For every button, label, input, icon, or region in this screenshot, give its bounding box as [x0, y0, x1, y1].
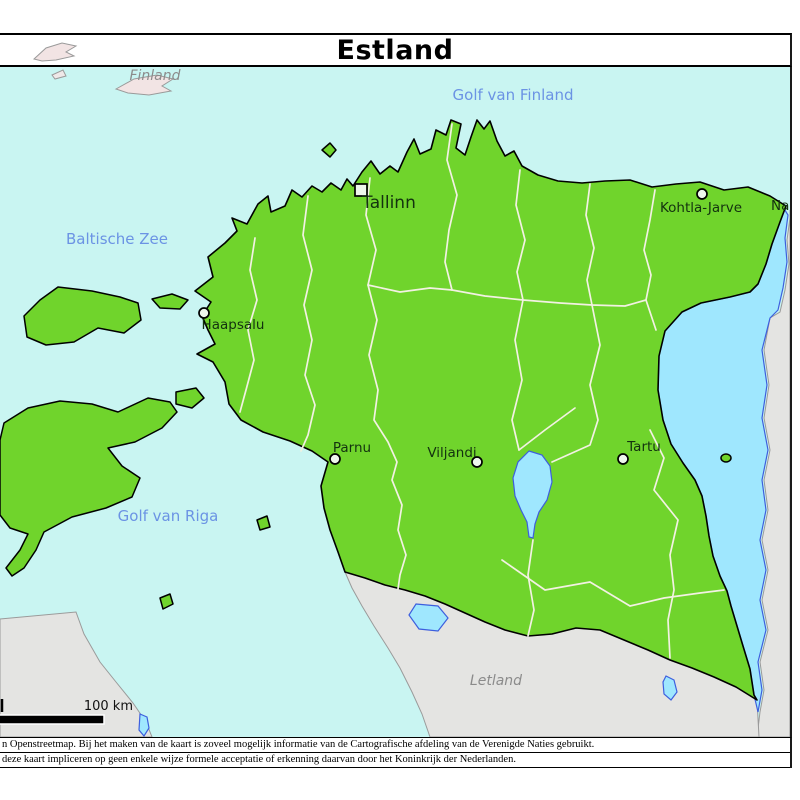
island-hiiumaa: [23, 286, 142, 346]
scale-bar-rect: [0, 714, 105, 725]
city-label-narva: Narva: [771, 198, 790, 214]
city-label-kohtla-jarve: Kohtla-Jarve: [660, 200, 742, 216]
island-muhu: [175, 387, 205, 409]
city-label-haapsalu: Haapsalu: [202, 317, 265, 333]
island-north-coast: [321, 142, 337, 158]
finland-islands: [51, 69, 175, 96]
attribution-line-2: deze kaart impliceren op geen enkele wij…: [0, 753, 790, 768]
island-finland-small: [51, 69, 67, 80]
latvia-west-land: [0, 611, 153, 737]
label-gulf-of-finland: Golf van Finland: [453, 86, 574, 104]
map-title: Estland: [336, 34, 454, 66]
island-shape: [32, 42, 78, 62]
lakes: [138, 450, 678, 737]
city-label-tallinn: Tallinn: [361, 193, 416, 213]
attribution-box: n Openstreetmap. Bij het maken van de ka…: [0, 737, 792, 768]
map-title-band: Estland: [0, 33, 792, 67]
county-borders: [239, 123, 725, 659]
island-ruhnu: [256, 515, 271, 531]
city-marker-parnu: [329, 453, 341, 465]
lake-small-coastal: [138, 713, 150, 737]
label-baltic-sea: Baltische Zee: [66, 230, 168, 248]
estonia-mainland: [194, 119, 787, 701]
city-marker-kohtla-jarve: [696, 188, 708, 200]
city-marker-tartu: [617, 453, 629, 465]
city-label-tartu: Tartu: [626, 439, 661, 455]
estonian-islands: [0, 142, 732, 610]
island-saaremaa: [0, 397, 178, 577]
russia-land: [756, 210, 790, 737]
estonia-map-svg: Golf van Finland Baltische Zee Golf van …: [0, 67, 790, 737]
city-marker-viljandi: [471, 456, 483, 468]
finland-archipelago-fragment: [32, 42, 78, 62]
city-label-parnu: Parnu: [333, 440, 371, 456]
map-canvas: Golf van Finland Baltische Zee Golf van …: [0, 67, 792, 737]
attribution-line-1: n Openstreetmap. Bij het maken van de ka…: [0, 738, 790, 753]
island-finland-large: [114, 74, 175, 96]
lake-vortsjarv: [512, 450, 553, 539]
scale-bar: 100 km: [0, 699, 133, 725]
lake-burtnieks: [408, 603, 449, 632]
city-marker-haapsalu: [198, 307, 210, 319]
lake-small-southeast: [662, 675, 678, 701]
label-finland: Finland: [129, 68, 180, 84]
island-vormsi: [151, 293, 189, 310]
city-label-viljandi: Viljandi: [427, 445, 476, 461]
capital-marker-tallinn: [354, 183, 368, 197]
scale-bar-label: 100 km: [84, 699, 133, 714]
islet-in-peipus: [720, 453, 732, 463]
label-gulf-of-riga: Golf van Riga: [118, 507, 219, 525]
label-latvia: Letland: [470, 673, 522, 689]
city-markers: [198, 183, 708, 468]
island-kihnu: [159, 593, 174, 610]
